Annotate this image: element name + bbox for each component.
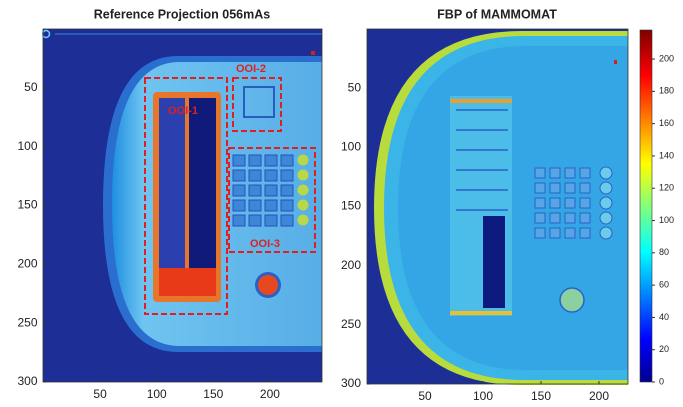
- y-tick-label: 100: [341, 140, 361, 154]
- chart-title: FBP of MAMMOMAT: [437, 7, 557, 21]
- y-tick-label: 50: [24, 80, 38, 94]
- x-tick-label: 150: [203, 387, 223, 401]
- left-image: OOI-1 OOI-2 OOI-3: [43, 29, 323, 382]
- y-tick-label: 100: [17, 139, 37, 153]
- y-tick-label: 50: [348, 80, 362, 94]
- annotation: OOI-2: [236, 63, 266, 75]
- right-image: [367, 29, 628, 385]
- y-tick-label: 300: [17, 374, 37, 388]
- colorbar-tick-label: 0: [659, 376, 664, 386]
- colorbar-tick-label: 140: [659, 150, 674, 160]
- y-tick-label: 250: [341, 317, 361, 331]
- y-tick-label: 200: [341, 258, 361, 272]
- colorbar: [640, 30, 652, 382]
- x-tick-label: 200: [260, 387, 280, 401]
- colorbar-tick-label: 60: [659, 279, 669, 289]
- x-tick-label: 100: [147, 387, 167, 401]
- x-tick-label: 200: [589, 389, 609, 403]
- y-tick-label: 300: [341, 376, 361, 390]
- colorbar-tick-label: 100: [659, 215, 674, 225]
- annotation: OOI-1: [168, 105, 198, 117]
- colorbar-tick-label: 80: [659, 247, 669, 257]
- colorbar-tick-label: 200: [659, 53, 674, 63]
- x-tick-label: 50: [418, 389, 432, 403]
- y-tick-label: 150: [17, 198, 37, 212]
- colorbar-tick-label: 20: [659, 344, 669, 354]
- x-tick-label: 100: [473, 389, 493, 403]
- chart-title: Reference Projection 056mAs: [94, 7, 271, 21]
- x-tick-label: 150: [531, 389, 551, 403]
- y-tick-label: 250: [17, 315, 37, 329]
- colorbar-tick-label: 40: [659, 312, 669, 322]
- colorbar-tick-label: 180: [659, 86, 674, 96]
- figure: OOI-1 OOI-2 OOI-3 Reference Projection 0…: [0, 0, 683, 407]
- x-tick-label: 50: [93, 387, 107, 401]
- y-tick-label: 200: [17, 257, 37, 271]
- colorbar-tick-label: 160: [659, 118, 674, 128]
- annotation: OOI-3: [250, 238, 280, 250]
- y-tick-label: 150: [341, 199, 361, 213]
- colorbar-tick-label: 120: [659, 183, 674, 193]
